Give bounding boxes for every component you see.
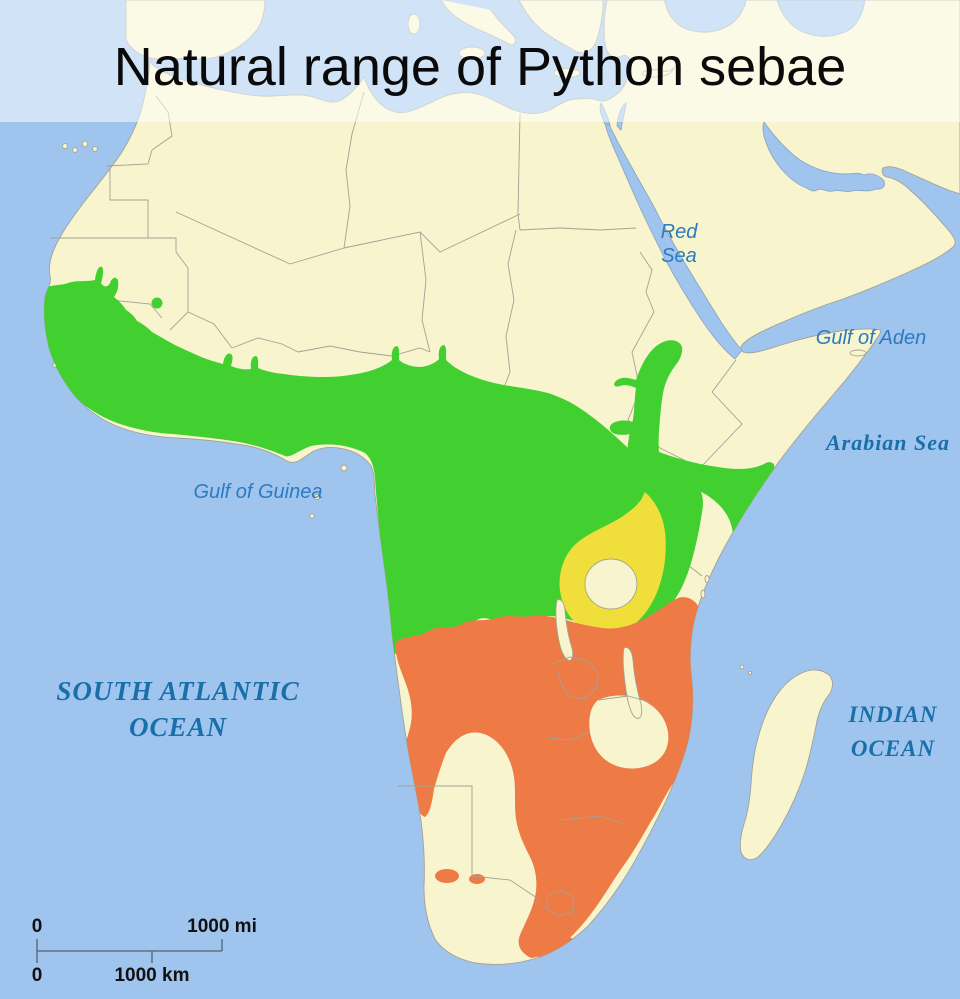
green-range-isolated-spot (151, 297, 163, 309)
border-line (187, 311, 233, 349)
border-line (419, 231, 431, 353)
scale-bar: 0 1000 mi 0 1000 km (32, 916, 257, 986)
map-title: Natural range of Python sebae (114, 37, 846, 97)
border-line (109, 299, 163, 319)
border-line (50, 166, 149, 239)
red-sea-label-line2: Sea (661, 245, 697, 267)
south-atlantic-label-line1: SOUTH ATLANTIC (56, 676, 299, 706)
canary-island (81, 140, 89, 148)
border-line (559, 815, 625, 825)
canary-island (92, 146, 98, 152)
red-sea-water (604, 119, 743, 360)
zanzibar-island (700, 589, 706, 599)
arabian-sea-label: Arabian Sea (824, 430, 950, 455)
border-line (343, 213, 521, 253)
sea-labels: Red Sea Gulf of Aden Arabian Sea Gulf of… (56, 221, 950, 761)
orange-range-spot (469, 874, 485, 884)
lake-victoria (584, 558, 638, 610)
border-line (597, 695, 651, 703)
pemba-island (704, 575, 710, 583)
border-line (517, 113, 521, 215)
border-line (499, 229, 517, 399)
persian-gulf-water (762, 121, 885, 193)
bioko-island (340, 464, 348, 472)
red-sea-label-line1: Red (661, 221, 699, 243)
country-borders (50, 91, 743, 653)
border-line (175, 211, 291, 265)
lakes (555, 558, 643, 719)
indian-ocean-label-line2: OCEAN (851, 736, 936, 761)
border-line (289, 91, 365, 265)
canary-island (72, 147, 78, 153)
scale-mi-start-label: 0 (32, 916, 43, 937)
border-line (398, 785, 473, 876)
canary-island (61, 142, 69, 150)
title-banner (0, 0, 960, 122)
sao-tome-island (313, 493, 321, 501)
gulf-of-aden-label: Gulf of Aden (816, 327, 926, 349)
scale-km-end-label: 1000 km (114, 965, 189, 986)
border-line (545, 889, 575, 917)
green-range-nile-twig (609, 420, 639, 435)
border-line (699, 359, 743, 469)
south-atlantic-label-line2: OCEAN (129, 712, 228, 742)
border-line (547, 731, 591, 741)
comoros-island (747, 670, 753, 676)
border-line (517, 213, 637, 231)
gulf-of-guinea-label: Gulf of Guinea (194, 481, 323, 503)
border-line (471, 875, 541, 901)
scale-mi-end-label: 1000 mi (187, 916, 257, 937)
country-borders-over (398, 656, 651, 917)
green-range-main (44, 266, 703, 656)
principe-island (309, 513, 315, 519)
green-range-nile-arm (614, 340, 683, 494)
border-line (148, 237, 189, 331)
orange-range-spot (435, 869, 459, 883)
socotra-island (849, 349, 867, 357)
border-line (105, 149, 153, 167)
border-line (639, 251, 655, 313)
border-line (297, 345, 431, 357)
border-line (627, 311, 655, 421)
border-line (231, 337, 299, 353)
border-line (551, 656, 599, 700)
indian-ocean-label-line1: INDIAN (847, 702, 937, 727)
lake-malawi (622, 647, 643, 719)
comoros-island (739, 664, 745, 670)
scale-km-start-label: 0 (32, 965, 43, 986)
madagascar (739, 669, 833, 861)
